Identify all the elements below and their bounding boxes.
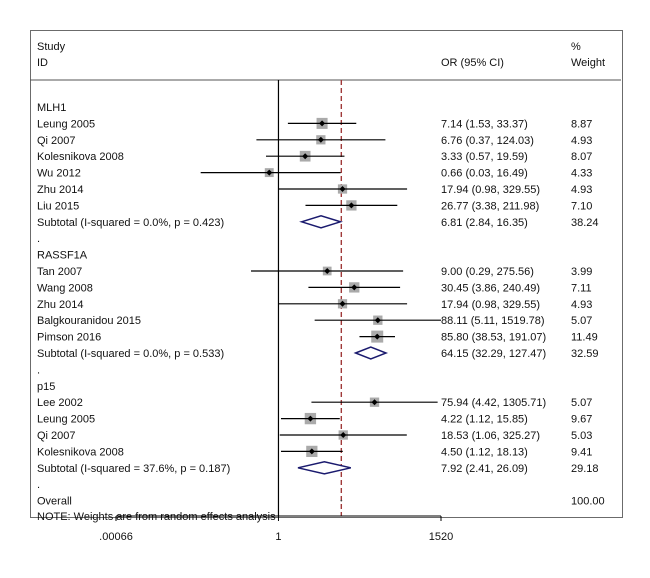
overall-weight: 100.00 <box>571 496 605 508</box>
point-estimate-marker <box>340 432 347 438</box>
study-or-ci: 4.22 (1.12, 15.85) <box>441 414 528 426</box>
point-estimate-marker <box>371 399 378 406</box>
subtotal-or-ci: 64.15 (32.29, 127.47) <box>441 348 546 360</box>
study-weight: 4.33 <box>571 168 592 180</box>
study-or-ci: 18.53 (1.06, 325.27) <box>441 430 540 442</box>
study-label: Pimson 2016 <box>37 332 101 344</box>
point-estimate-marker <box>348 202 355 209</box>
study-weight: 8.87 <box>571 118 592 130</box>
study-weight: 4.93 <box>571 184 592 196</box>
study-label: Zhu 2014 <box>37 299 83 311</box>
study-label: Balgkouranidou 2015 <box>37 315 141 327</box>
x-tick-label: .00066 <box>99 531 133 543</box>
study-label: Tan 2007 <box>37 266 82 278</box>
header-weight-pct: % <box>571 41 581 53</box>
point-estimate-marker <box>302 153 309 160</box>
study-or-ci: 6.76 (0.37, 124.03) <box>441 135 534 147</box>
study-label: Qi 2007 <box>37 430 76 442</box>
subtotal-weight: 38.24 <box>571 217 599 229</box>
study-weight: 5.07 <box>571 397 592 409</box>
study-or-ci: 30.45 (3.86, 240.49) <box>441 282 540 294</box>
study-label: Lee 2002 <box>37 397 83 409</box>
study-weight: 5.07 <box>571 315 592 327</box>
study-label: Kolesnikova 2008 <box>37 446 124 458</box>
study-weight: 3.99 <box>571 266 592 278</box>
point-estimate-marker <box>374 317 381 324</box>
subgroup-label: p15 <box>37 381 55 393</box>
study-or-ci: 7.14 (1.53, 33.37) <box>441 118 528 130</box>
point-estimate-marker <box>351 284 358 291</box>
study-weight: 11.49 <box>571 332 598 344</box>
header-or-ci: OR (95% CI) <box>441 57 504 69</box>
subtotal-or-ci: 6.81 (2.84, 16.35) <box>441 217 528 229</box>
subtotal-label: Subtotal (I-squared = 0.0%, p = 0.423) <box>37 217 224 229</box>
point-estimate-marker <box>308 448 315 455</box>
subgroup-label: MLH1 <box>37 102 66 114</box>
study-label: Kolesnikova 2008 <box>37 151 124 163</box>
overall-marker <box>340 499 343 502</box>
weights-note: NOTE: Weights are from random effects an… <box>37 511 276 523</box>
subtotal-label: Subtotal (I-squared = 0.0%, p = 0.533) <box>37 348 224 360</box>
study-or-ci: 85.80 (38.53, 191.07) <box>441 332 546 344</box>
subtotal-label: Subtotal (I-squared = 37.6%, p = 0.187) <box>37 463 230 475</box>
x-tick-label: 1520 <box>429 531 453 543</box>
study-weight: 7.10 <box>571 200 592 212</box>
study-label: Leung 2005 <box>37 414 95 426</box>
point-estimate-marker <box>317 136 324 143</box>
header-weight: Weight <box>571 57 605 69</box>
spacer-dot: . <box>37 479 40 491</box>
point-estimate-marker <box>324 268 331 274</box>
study-or-ci: 26.77 (3.38, 211.98) <box>441 200 539 212</box>
study-label: Wang 2008 <box>37 282 93 294</box>
study-weight: 5.03 <box>571 430 592 442</box>
point-estimate-marker <box>339 186 346 192</box>
study-label: Zhu 2014 <box>37 184 83 196</box>
study-weight: 7.11 <box>571 282 592 294</box>
subtotal-weight: 32.59 <box>571 348 599 360</box>
point-estimate-marker <box>307 415 314 422</box>
study-label: Qi 2007 <box>37 135 76 147</box>
spacer-dot: . <box>37 233 40 245</box>
header-id: ID <box>37 57 48 69</box>
subtotal-diamond <box>297 461 351 475</box>
subtotal-or-ci: 7.92 (2.41, 26.09) <box>441 463 528 475</box>
study-label: Liu 2015 <box>37 200 79 212</box>
spacer-dot: . <box>37 364 40 376</box>
subtotal-diamond <box>353 346 389 360</box>
point-estimate-marker <box>374 333 381 340</box>
overall-label: Overall <box>37 496 72 508</box>
study-or-ci: 9.00 (0.29, 275.56) <box>441 266 534 278</box>
study-weight: 4.93 <box>571 299 592 311</box>
study-or-ci: 0.66 (0.03, 16.49) <box>441 168 528 180</box>
point-estimate-marker <box>266 169 273 176</box>
study-label: Wu 2012 <box>37 168 81 180</box>
study-weight: 4.93 <box>571 135 592 147</box>
study-or-ci: 88.11 (5.11, 1519.78) <box>441 315 545 327</box>
study-or-ci: 3.33 (0.57, 19.59) <box>441 151 528 163</box>
header-study: Study <box>37 41 66 53</box>
point-estimate-marker <box>319 120 326 127</box>
study-weight: 9.67 <box>571 414 592 426</box>
study-weight: 9.41 <box>571 446 592 458</box>
x-tick-label: 1 <box>275 531 281 543</box>
study-or-ci: 17.94 (0.98, 329.55) <box>441 184 540 196</box>
study-weight: 8.07 <box>571 151 592 163</box>
subtotal-weight: 29.18 <box>571 463 599 475</box>
study-or-ci: 75.94 (4.42, 1305.71) <box>441 397 546 409</box>
study-or-ci: 17.94 (0.98, 329.55) <box>441 299 540 311</box>
subgroup-label: RASSF1A <box>37 250 88 262</box>
study-label: Leung 2005 <box>37 118 95 130</box>
subtotal-diamond <box>299 215 343 229</box>
point-estimate-marker <box>339 300 346 307</box>
study-or-ci: 4.50 (1.12, 18.13) <box>441 446 528 458</box>
